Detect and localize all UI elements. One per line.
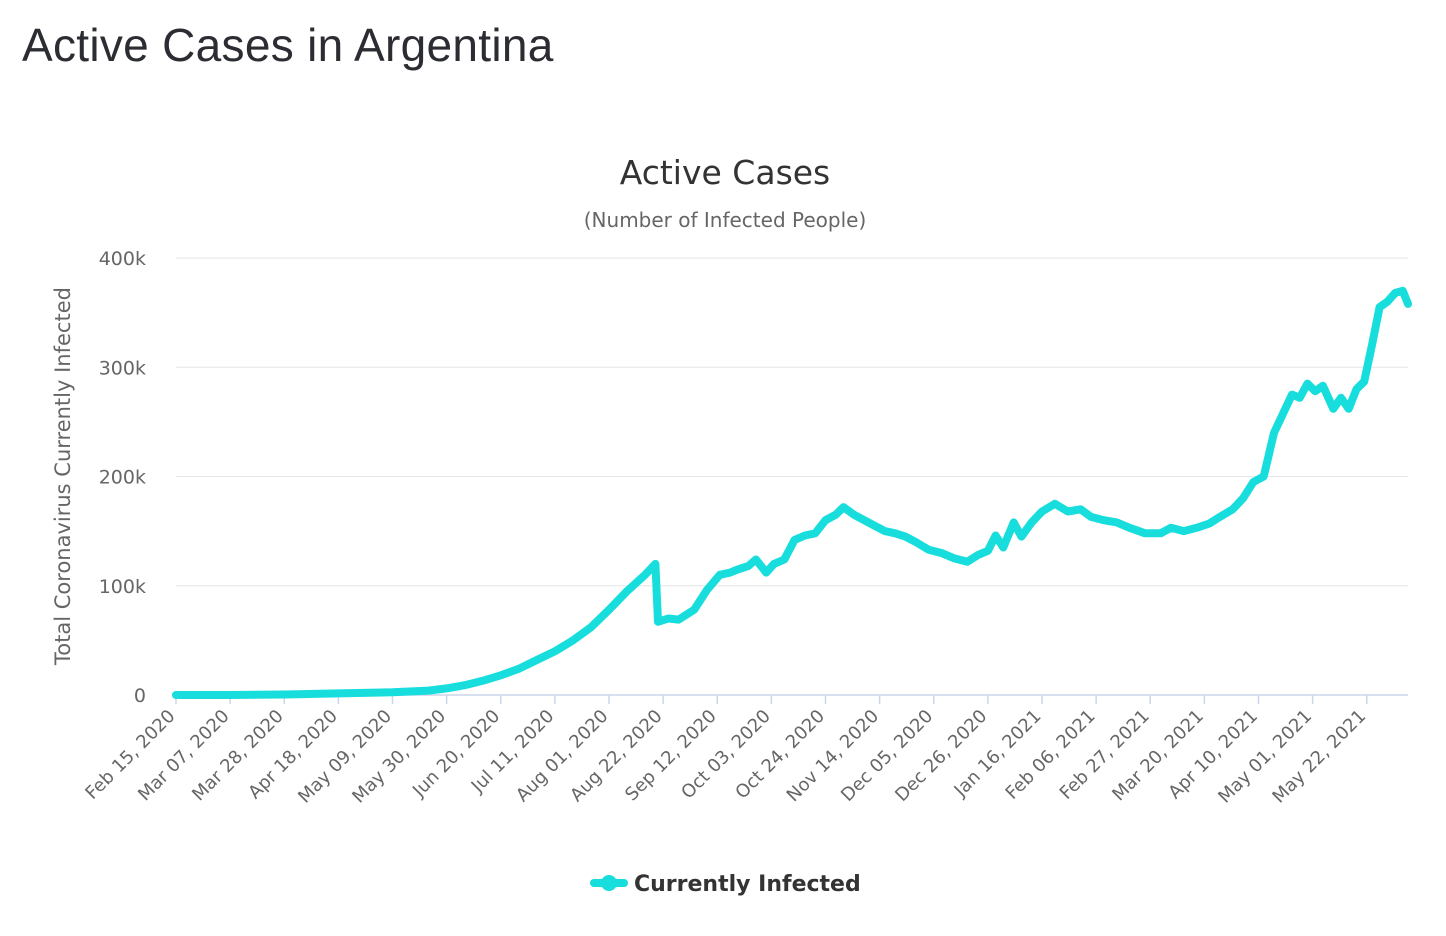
y-tick-label: 0 [134,685,146,707]
legend-label[interactable]: Currently Infected [634,872,861,897]
chart-title: Active Cases [620,153,831,192]
y-axis-label: Total Coronavirus Currently Infected [51,287,75,666]
series-line-0 [172,286,1412,699]
y-tick-label: 200k [99,467,146,489]
y-tick-label: 400k [99,248,146,270]
y-axis-ticks: 0 100k 200k 300k 400k [99,248,146,707]
x-tick-label: May 30, 2020 [348,706,450,808]
x-tick-label: May 09, 2020 [294,706,396,808]
y-tick-label: 100k [99,576,146,598]
gridlines [176,257,1408,696]
x-tick-label: May 22, 2021 [1268,706,1370,808]
legend-swatch-marker [601,875,617,891]
chart-subtitle: (Number of Infected People) [584,208,867,232]
page-title: Active Cases in Argentina [22,19,554,71]
x-tick-label: May 01, 2021 [1214,706,1316,808]
legend[interactable]: Currently Infected [590,872,861,897]
series-layer [172,286,1412,699]
y-tick-label: 300k [99,357,146,379]
